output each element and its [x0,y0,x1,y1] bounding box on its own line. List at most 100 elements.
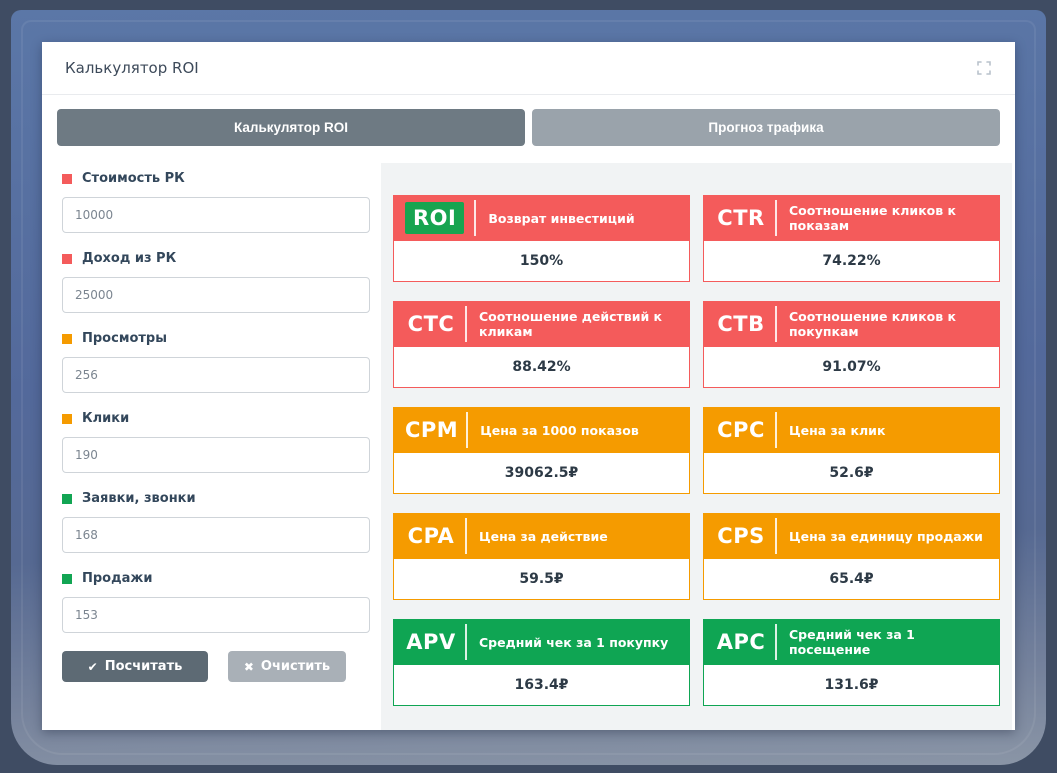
field-input[interactable] [62,357,370,393]
header-divider [465,624,467,660]
metric-value: 74.22% [703,241,1000,282]
metric-description: Средний чек за 1 покупку [479,634,669,650]
metric-value: 65.4₽ [703,559,1000,600]
field-bullet-icon [62,173,72,184]
tab-traffic-forecast[interactable]: Прогноз трафика [532,109,1000,146]
metric-description: Соотношение кликов к покупкам [789,309,957,339]
field-label: Стоимость РК [82,171,185,186]
metric-code: APC [716,630,766,654]
field-label-row: Клики [62,411,373,426]
widget-card: Калькулятор ROI Калькулятор ROI Прогноз … [42,42,1015,730]
metric-description: Цена за клик [789,422,886,438]
header-divider [474,200,477,236]
header-divider [775,200,777,236]
field-bullet-icon [62,253,72,264]
metric-value: 91.07% [703,347,1000,388]
field-bullet-icon [62,493,72,504]
header-divider [466,412,469,448]
tab-roi-calculator[interactable]: Калькулятор ROI [57,109,525,146]
metric-value: 88.42% [393,347,690,388]
content-area: Стоимость РК Доход из РК Просмотры Клики… [42,146,1015,730]
metric-card-header: CPC Цена за клик [703,407,1000,453]
metric-code: CPA [407,524,455,548]
field-label-row: Стоимость РК [62,171,373,186]
metric-card-header: CTR Соотношение кликов к показам [703,195,1000,241]
metric-card-header: APV Средний чек за 1 покупку [393,619,690,665]
field-label: Доход из РК [82,251,177,266]
metric-card: CPA Цена за действие 59.5₽ [393,513,690,600]
calculate-button[interactable]: ✔ Посчитать [62,651,208,682]
metric-card: CTB Соотношение кликов к покупкам 91.07% [703,301,1000,388]
form-field: Стоимость РК [62,171,373,233]
header-divider [775,412,777,448]
header-divider [775,624,777,660]
metric-code: CTB [717,312,765,336]
metric-code: CPS [717,524,765,548]
field-label-row: Заявки, звонки [62,491,373,506]
field-input[interactable] [62,597,370,633]
input-form: Стоимость РК Доход из РК Просмотры Клики… [57,163,373,730]
metric-card: CPM Цена за 1000 показов 39062.5₽ [393,407,690,494]
field-bullet-icon [62,333,72,344]
metric-card-header: ROI Возврат инвестиций [393,195,690,241]
calculate-button-label: Посчитать [104,659,183,674]
metric-card: APC Средний чек за 1 посещение 131.6₽ [703,619,1000,706]
field-label-row: Просмотры [62,331,373,346]
metric-card-header: CTB Соотношение кликов к покупкам [703,301,1000,347]
clear-button-label: Очистить [260,659,331,674]
form-field: Просмотры [62,331,373,393]
fullscreen-expand-icon[interactable] [975,59,993,77]
field-input[interactable] [62,197,370,233]
metric-code: CPM [405,418,459,442]
field-input[interactable] [62,517,370,553]
form-buttons: ✔ Посчитать ✖ Очистить [62,651,373,682]
titlebar: Калькулятор ROI [42,42,1015,95]
metric-description: Цена за единицу продажи [789,528,983,544]
header-divider [465,518,467,554]
metric-card-header: CPM Цена за 1000 показов [393,407,690,453]
form-field: Заявки, звонки [62,491,373,553]
metric-code: CPC [717,418,765,442]
form-fields: Стоимость РК Доход из РК Просмотры Клики… [62,171,373,633]
form-field: Доход из РК [62,251,373,313]
field-label: Заявки, звонки [82,491,196,506]
form-field: Продажи [62,571,373,633]
metric-code: APV [406,630,456,654]
header-divider [775,518,777,554]
metric-value: 52.6₽ [703,453,1000,494]
metric-card-header: CPS Цена за единицу продажи [703,513,1000,559]
metric-card: CPS Цена за единицу продажи 65.4₽ [703,513,1000,600]
metric-description: Возврат инвестиций [488,210,635,226]
field-bullet-icon [62,413,72,424]
metric-card: CTR Соотношение кликов к показам 74.22% [703,195,1000,282]
form-field: Клики [62,411,373,473]
x-icon: ✖ [243,659,254,674]
metric-card: ROI Возврат инвестиций 150% [393,195,690,282]
metric-description: Средний чек за 1 посещение [789,627,915,657]
tab-bar: Калькулятор ROI Прогноз трафика [57,109,1000,146]
header-divider [775,306,777,342]
metric-value: 59.5₽ [393,559,690,600]
header-divider [465,306,467,342]
field-label: Продажи [82,571,153,586]
field-input[interactable] [62,277,370,313]
metric-code: CTR [717,206,765,230]
clear-button[interactable]: ✖ Очистить [228,651,346,682]
field-label: Просмотры [82,331,167,346]
results-grid: ROI Возврат инвестиций 150% CTR Соотноше… [381,163,1012,730]
field-label-row: Продажи [62,571,373,586]
metric-code: ROI [405,202,465,234]
field-bullet-icon [62,573,72,584]
check-icon: ✔ [87,659,98,674]
metric-card-header: APC Средний чек за 1 посещение [703,619,1000,665]
metric-card: CTC Соотношение действий к кликам 88.42% [393,301,690,388]
metric-description: Соотношение действий к кликам [479,309,663,339]
metric-card: APV Средний чек за 1 покупку 163.4₽ [393,619,690,706]
field-input[interactable] [62,437,370,473]
metric-value: 163.4₽ [393,665,690,706]
field-label-row: Доход из РК [62,251,373,266]
metric-description: Соотношение кликов к показам [789,203,957,233]
metric-value: 131.6₽ [703,665,1000,706]
field-label: Клики [82,411,130,426]
